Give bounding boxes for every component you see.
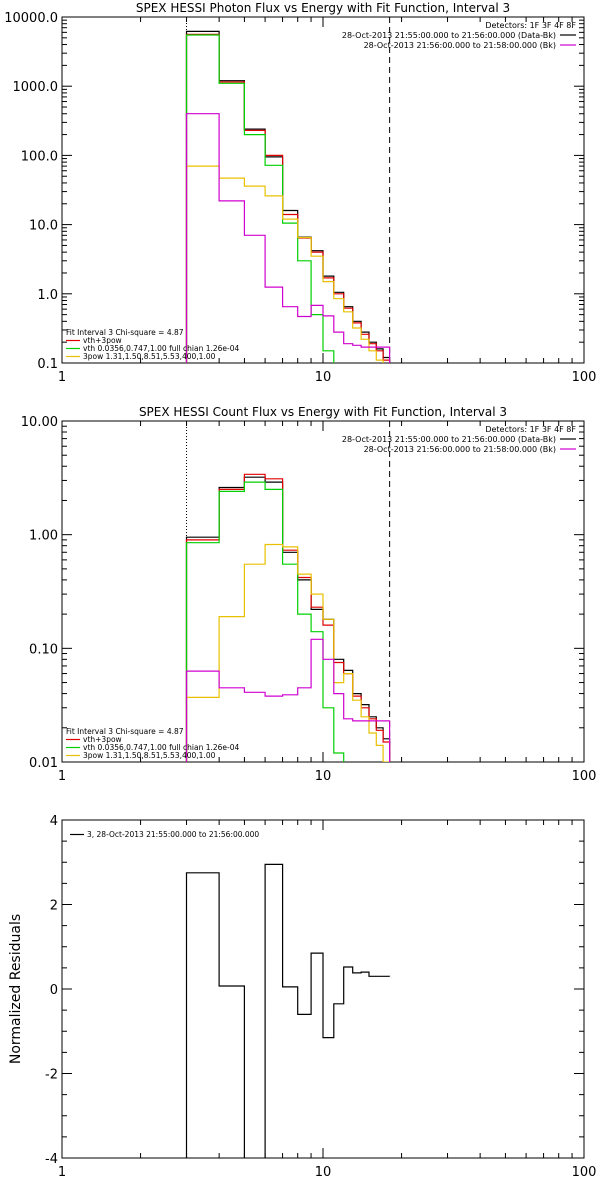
chart1-legend-entry: 3pow 1.31,1.50,8.51,5.53,400,1.00 <box>83 352 216 361</box>
chart1-y-tick-label: 1.0 <box>37 288 58 303</box>
chart3-ylabel: Normalized Residuals <box>8 914 24 1064</box>
chart3-y-tick-label: -2 <box>45 1068 58 1083</box>
chart1-series-0 <box>185 30 391 363</box>
chart2-y-tick-label: 0.01 <box>29 756 58 771</box>
chart1-series-3 <box>185 165 391 363</box>
chart1-title: SPEX HESSI Photon Flux vs Energy with Fi… <box>136 1 510 15</box>
chart1-y-tick-label: 1000.0 <box>13 80 59 95</box>
chart2-title: SPEX HESSI Count Flux vs Energy with Fit… <box>139 405 507 419</box>
chart1-y-tick-label: 0.1 <box>37 357 58 372</box>
chart2-y-tick-label: 10.00 <box>21 415 58 430</box>
chart3-y-tick-label: 2 <box>50 899 58 914</box>
chart1-series-4 <box>185 113 391 363</box>
chart2-series-0 <box>185 476 391 762</box>
chart2-series-3 <box>185 543 390 762</box>
chart3-legend-entry: 3, 28-Oct-2013 21:55:00.000 to 21:56:00.… <box>87 830 259 839</box>
chart2-x-tick-label: 100 <box>572 769 597 784</box>
chart3-y-tick-label: 4 <box>50 814 58 829</box>
chart2-frame <box>61 420 585 763</box>
chart3-x-tick-label: 100 <box>572 1165 597 1180</box>
chart2-legend-fit: Fit Interval 3 Chi-square = 4.87 <box>66 727 184 736</box>
chart1-legend-entry: vth+3pow <box>83 336 122 345</box>
chart2-legend-entry: vth 0.0356,0.747,1.00 full chian 1.26e-0… <box>83 743 240 752</box>
chart2-series-2 <box>185 481 391 762</box>
chart2-series-1 <box>185 473 391 762</box>
chart2-y-tick-label: 1.00 <box>29 529 58 544</box>
chart2-header-line2: 28-Oct-2013 21:56:00.000 to 21:58:00.000… <box>364 445 556 454</box>
chart3-x-tick-label: 10 <box>315 1165 332 1180</box>
chart1-x-tick-label: 10 <box>315 370 332 385</box>
chart2-header-line1: 28-Oct-2013 21:55:00.000 to 21:56:00.000… <box>342 435 556 444</box>
chart1-header-line1: 28-Oct-2013 21:55:00.000 to 21:56:00.000… <box>342 31 556 40</box>
chart1-legend-fit: Fit Interval 3 Chi-square = 4.87 <box>66 328 184 337</box>
chart2-y-tick-label: 0.10 <box>29 642 58 657</box>
chart2-series-4 <box>185 638 391 762</box>
chart2-header-detectors: Detectors: 1F 3F 4F 8F <box>485 425 576 434</box>
chart1-series-2 <box>185 34 391 363</box>
chart1-series-1 <box>185 33 391 363</box>
chart3-y-tick-label: -4 <box>45 1152 58 1167</box>
chart1-x-tick-label: 100 <box>572 370 597 385</box>
chart3-y-tick-label: 0 <box>50 983 58 998</box>
chart1-y-tick-label: 100.0 <box>21 149 58 164</box>
chart1-legend-entry: vth 0.0356,0.747,1.00 full chian 1.26e-0… <box>83 344 240 353</box>
chart1-header-line2: 28-Oct-2013 21:56:00.000 to 21:58:00.000… <box>364 41 556 50</box>
chart1-y-tick-label: 10000.0 <box>4 11 58 26</box>
chart2-x-tick-label: 1 <box>58 769 66 784</box>
chart2-x-tick-label: 10 <box>315 769 332 784</box>
chart1-x-tick-label: 1 <box>58 370 66 385</box>
chart1-y-tick-label: 10.0 <box>29 219 58 234</box>
chart3-x-tick-label: 1 <box>58 1165 66 1180</box>
chart2-legend-entry: 3pow 1.31,1.50,8.51,5.53,400,1.00 <box>83 751 216 760</box>
chart1-header-detectors: Detectors: 1F 3F 4F 8F <box>485 21 576 30</box>
chart2-legend-entry: vth+3pow <box>83 735 122 744</box>
chart3-series-0 <box>185 863 391 1158</box>
